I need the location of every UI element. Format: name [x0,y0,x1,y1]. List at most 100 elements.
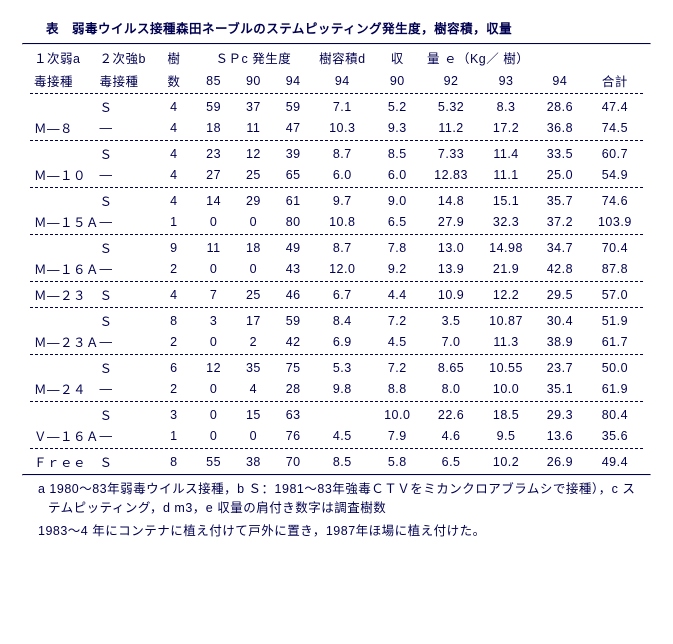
cell: 8.7 [313,237,371,258]
cell: 0 [234,425,274,446]
cell: 10.9 [423,284,479,305]
cell: 25.0 [533,164,587,185]
cell: 42.8 [533,258,587,279]
cell: Ｓ [96,310,154,331]
cell: 8.5 [313,451,371,472]
cell: ― [96,211,154,232]
cell: 29 [234,190,274,211]
cell: 14.8 [423,190,479,211]
cell: 70.4 [587,237,643,258]
cell: 9.3 [372,117,423,138]
table-row: Ｓ61235755.37.28.6510.5523.750.0 [30,357,643,378]
cell: 103.9 [587,211,643,232]
group-name: Ｍ―２３Ａ [30,331,96,352]
cell: 94 [313,70,371,91]
table-row: Ｍ―２４―204289.88.88.010.035.161.9 [30,378,643,399]
cell: 6 [154,357,194,378]
dashed-rule [30,281,643,282]
table-row: Ｓ8317598.47.23.510.8730.451.9 [30,310,643,331]
cell: 43 [273,258,313,279]
cell: 8.8 [372,378,423,399]
table-row: Ｓ30156310.022.618.529.380.4 [30,404,643,425]
cell: 74.5 [587,117,643,138]
footnote-line: a 1980～83年弱毒ウイルス接種，b Ｓ：1981～83年強毒ＣＴＶをミカン… [32,476,651,518]
cell: 8.7 [313,143,371,164]
cell: 10.0 [479,378,533,399]
cell: Ｓ [96,143,154,164]
cell: 61.9 [587,378,643,399]
cell: 75 [273,357,313,378]
cell: 14 [194,190,234,211]
cell: 60.7 [587,143,643,164]
header-row-2: 毒接種毒接種数8590949490929394合計 [30,70,643,91]
cell: 6.5 [372,211,423,232]
cell: 87.8 [587,258,643,279]
cell: 0 [194,211,234,232]
cell: 2 [154,258,194,279]
cell: 8.5 [372,143,423,164]
cell: 25 [234,284,274,305]
cell: 4 [154,117,194,138]
cell: 92 [423,70,479,91]
cell: 26.9 [533,451,587,472]
cell: 4 [234,378,274,399]
header-row-1: １次弱a２次強b樹ＳＰc 発生度樹容積d収量 ｅ（Kg／ 樹） [30,47,643,68]
cell: 36.8 [533,117,587,138]
cell: 76 [273,425,313,446]
cell: 7.8 [372,237,423,258]
dashed-rule [30,93,643,94]
group-name [30,143,96,164]
table-row: Ｍ―２３Ｓ4725466.74.410.912.229.557.0 [30,284,643,305]
cell: 12.0 [313,258,371,279]
cell: 54.9 [587,164,643,185]
cell: 18 [234,237,274,258]
cell: 29.3 [533,404,587,425]
cell: 13.9 [423,258,479,279]
cell: 15.1 [479,190,533,211]
dashed-rule [30,354,643,355]
cell: 11.1 [479,164,533,185]
data-table: １次弱a２次強b樹ＳＰc 発生度樹容積d収量 ｅ（Kg／ 樹）毒接種毒接種数85… [30,45,643,474]
cell: 13.6 [533,425,587,446]
cell: 5.3 [313,357,371,378]
cell: 4.4 [372,284,423,305]
cell: 9 [154,237,194,258]
cell: 14.98 [479,237,533,258]
cell: 5.32 [423,96,479,117]
cell: 65 [273,164,313,185]
table-row: Ｍ―２３Ａ―202426.94.57.011.338.961.7 [30,331,643,352]
cell: 18 [194,117,234,138]
cell: 10.55 [479,357,533,378]
cell: 7 [194,284,234,305]
cell: 5.2 [372,96,423,117]
cell: 85 [194,70,234,91]
cell: 4.6 [423,425,479,446]
cell: 合計 [587,70,643,91]
group-name: Ｍ―２３ [30,284,96,305]
footnotes: a 1980～83年弱毒ウイルス接種，b Ｓ：1981～83年強毒ＣＴＶをミカン… [22,476,651,540]
table-row: Ｓ41429619.79.014.815.135.774.6 [30,190,643,211]
cell: Ｓ [96,237,154,258]
table-row: Ｓ45937597.15.25.328.328.647.4 [30,96,643,117]
cell: 29.5 [533,284,587,305]
cell: 数 [154,70,194,91]
cell: 63 [273,404,313,425]
cell: 5.8 [372,451,423,472]
dashed-rule [30,401,643,402]
cell: 22.6 [423,404,479,425]
cell: 6.7 [313,284,371,305]
cell: 27 [194,164,234,185]
cell: 8 [154,451,194,472]
cell: 28 [273,378,313,399]
dashed-rule [30,307,643,308]
cell: 18.5 [479,404,533,425]
cell: 35.1 [533,378,587,399]
cell: 樹 [154,47,194,68]
dashed-rule [30,448,643,449]
cell: 毒接種 [96,70,154,91]
dashed-rule [30,187,643,188]
cell: 樹容積d [313,47,371,68]
header-yield: 量 ｅ（Kg／ 樹） [423,47,643,68]
table-row: Ｍ―１６Ａ―2004312.09.213.921.942.887.8 [30,258,643,279]
cell: 2 [234,331,274,352]
